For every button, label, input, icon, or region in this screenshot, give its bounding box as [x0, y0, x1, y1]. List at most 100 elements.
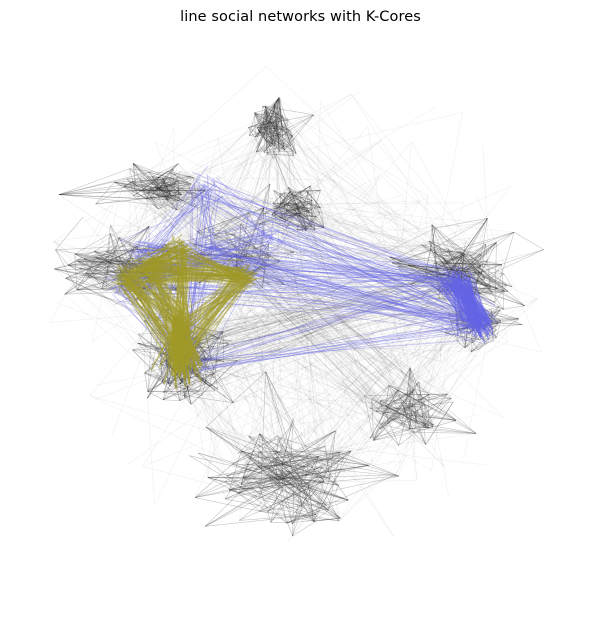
- graph-edge: [219, 258, 463, 293]
- graph-edge: [149, 278, 185, 294]
- graph-edge: [144, 372, 149, 392]
- graph-edge: [241, 450, 291, 467]
- graph-edge: [266, 236, 484, 318]
- graph-edge: [162, 194, 180, 202]
- graph-edge: [194, 481, 226, 498]
- graph-edge: [156, 183, 177, 195]
- graph-edge: [410, 426, 434, 429]
- graph-edge: [265, 109, 269, 135]
- graph-edge: [290, 466, 329, 511]
- graph-edge: [180, 272, 185, 294]
- graph-edge: [256, 121, 273, 128]
- graph-edge: [152, 264, 159, 271]
- graph-edge: [146, 190, 149, 199]
- graph-edge: [251, 273, 263, 289]
- graph-edge: [184, 276, 237, 334]
- graph-edge: [269, 240, 455, 290]
- graph-edge: [271, 214, 317, 217]
- graph-edge: [265, 105, 269, 135]
- graph-edge: [407, 112, 463, 406]
- graph-edge: [310, 185, 313, 203]
- graph-edge: [210, 328, 459, 358]
- graph-edge: [434, 262, 460, 264]
- graph-edge: [182, 242, 379, 348]
- graph-edge: [146, 182, 154, 199]
- graph-edge: [214, 208, 295, 392]
- graph-edge: [133, 274, 184, 322]
- graph-edge: [498, 322, 523, 325]
- graph-edge: [151, 146, 284, 330]
- graph-edge: [200, 249, 544, 338]
- graph-edge: [107, 212, 321, 258]
- graph-edge: [162, 189, 286, 286]
- graph-edge: [133, 260, 464, 290]
- graph-edge: [290, 145, 396, 214]
- graph-edge: [76, 256, 108, 261]
- graph-edge: [183, 129, 284, 369]
- graph-edge: [205, 373, 215, 384]
- graph-edge: [284, 192, 300, 208]
- graph-edge: [240, 276, 264, 285]
- graph-edge: [387, 392, 413, 424]
- graph-edge: [129, 263, 202, 280]
- graph-edge: [303, 202, 321, 208]
- graph-edge: [54, 268, 133, 288]
- graph-edge: [256, 127, 266, 141]
- graph-edge: [471, 337, 497, 352]
- graph-edge: [318, 253, 463, 457]
- graph-edge: [173, 327, 466, 352]
- graph-edge: [117, 185, 207, 292]
- graph-edge: [236, 207, 265, 267]
- graph-edge: [286, 116, 371, 233]
- graph-edge: [132, 287, 357, 482]
- graph-edge: [407, 394, 430, 406]
- graph-edge: [155, 186, 169, 197]
- graph-edge: [409, 284, 441, 300]
- graph-edge: [339, 457, 344, 470]
- graph-edge: [163, 160, 248, 184]
- graph-edge: [162, 194, 267, 212]
- graph-edge: [402, 405, 426, 445]
- graph-edge: [307, 482, 314, 522]
- graph-edge: [181, 193, 430, 395]
- graph-edge: [129, 168, 175, 199]
- graph-edge: [192, 332, 223, 349]
- graph-edge: [76, 194, 163, 290]
- graph-edge: [286, 466, 305, 523]
- graph-edge: [412, 404, 426, 428]
- graph-edge: [302, 216, 317, 231]
- graph-edge: [147, 381, 163, 392]
- graph-edge: [286, 133, 413, 393]
- graph-edge: [132, 163, 159, 191]
- graph-edge: [402, 405, 415, 433]
- graph-edge: [141, 188, 160, 191]
- graph-edge: [101, 244, 167, 290]
- graph-edge: [181, 279, 251, 321]
- graph-edge: [160, 239, 452, 282]
- graph-edge: [168, 263, 447, 345]
- graph-edge: [303, 272, 451, 487]
- graph-edge: [439, 231, 515, 255]
- graph-edge: [198, 253, 260, 258]
- graph-edge: [127, 267, 411, 369]
- graph-edge: [413, 420, 457, 433]
- graph-edge: [273, 104, 294, 156]
- graph-edge: [114, 182, 159, 191]
- graph-edge: [231, 352, 405, 490]
- graph-edge: [179, 263, 248, 354]
- graph-edge: [248, 435, 305, 487]
- graph-edge: [139, 245, 175, 257]
- graph-edge: [183, 264, 251, 364]
- graph-edge: [375, 390, 399, 412]
- graph-edge: [262, 262, 266, 288]
- graph-edge: [126, 178, 131, 183]
- graph-edge: [175, 183, 327, 506]
- graph-edge: [313, 450, 352, 522]
- graph-edge: [272, 151, 321, 208]
- graph-edge: [275, 222, 325, 228]
- graph-edge: [95, 256, 144, 290]
- graph-edge: [231, 488, 269, 512]
- graph-edge: [130, 182, 182, 195]
- graph-edge: [204, 351, 207, 384]
- graph-edge: [279, 261, 387, 406]
